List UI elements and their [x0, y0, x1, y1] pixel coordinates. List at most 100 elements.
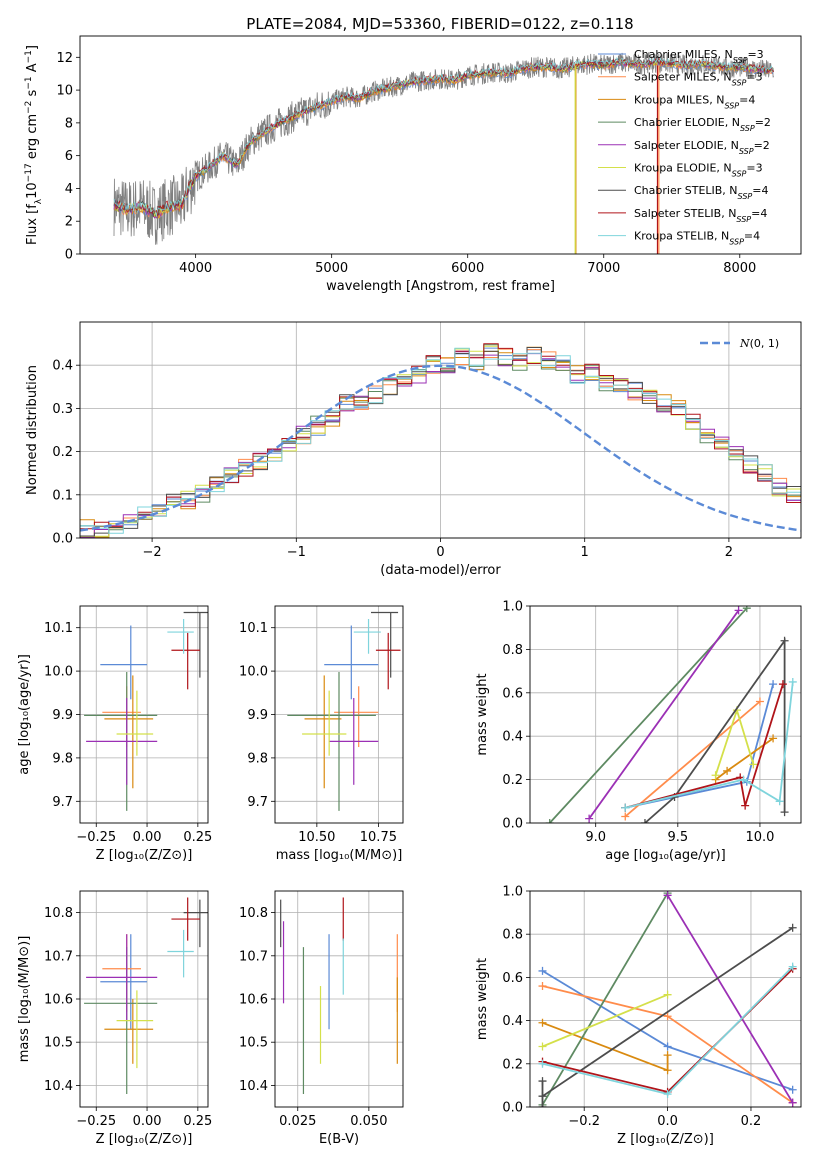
y-axis-label: mass weight [475, 673, 490, 755]
y-tick-label: 0.2 [502, 773, 523, 788]
weight-marker-chabrier-miles [663, 1042, 672, 1051]
plot-area [84, 897, 208, 1095]
x-tick-label: 10.50 [298, 830, 335, 845]
weight-marker-kroupa-elodie [711, 771, 720, 780]
legend-label-salpeter-elodie: Salpeter ELODIE, NSSP=2 [634, 139, 770, 156]
weight-marker-salpeter-stelib [741, 801, 750, 810]
plot-area [113, 52, 774, 254]
x-tick-label: 0.050 [350, 1114, 387, 1129]
y-tick-label: 10.5 [239, 1036, 268, 1051]
y-tick-label: 9.8 [247, 751, 268, 766]
y-tick-label: 9.8 [52, 751, 73, 766]
legend-label-normal: N(0, 1) [739, 337, 779, 350]
legend-label-salpeter-miles: Salpeter MILES, NSSP=3 [634, 71, 763, 88]
x-tick-label: −1 [287, 545, 306, 560]
y-tick-label: 0.4 [502, 1014, 523, 1029]
y-tick-label: 10.4 [44, 1079, 73, 1094]
y-tick-label: 0.8 [502, 643, 523, 658]
panel-mass-vs-ebv: 0.025 0.050 10.4 10.5 10.6 10.7 10.8 E(B-V) [239, 890, 404, 1147]
weight-marker-kroupa-stelib [775, 797, 784, 806]
y-tick-label: 8 [65, 116, 73, 131]
weight-marker-kroupa-miles [663, 1051, 672, 1060]
x-tick-label: −0.25 [76, 1114, 116, 1129]
weight-marker-chabrier-stelib [780, 636, 789, 645]
y-tick-label: 0.2 [52, 445, 73, 460]
x-axis-label: Z [log₁₀(Z/Z⊙)] [96, 848, 193, 863]
weight-marker-chabrier-miles [769, 680, 778, 689]
axes-frame [529, 890, 802, 1108]
panel-residuals: −2 −1 0 1 2 0.0 0.1 0.2 0.3 0.4 (data-model)/error… [25, 321, 802, 578]
weight-marker-kroupa-stelib [788, 677, 797, 686]
x-tick-label: 10.0 [745, 830, 774, 845]
weight-marker-kroupa-elodie [538, 1042, 547, 1051]
weight-marker-kroupa-miles [723, 766, 732, 775]
weight-marker-chabrier-stelib [538, 1077, 547, 1086]
panel-mass-vs-Z: −0.25 0.00 0.25 10.4 10.5 10.6 10.7 10.8 Z [log₁… [17, 890, 212, 1147]
figure-title: PLATE=2084, MJD=53360, FIBERID=0122, z=0… [246, 15, 633, 33]
weight-marker-chabrier-stelib [538, 1092, 547, 1101]
legend-label-kroupa-stelib: Kroupa STELIB, NSSP=4 [634, 230, 760, 247]
x-tick-label: 0.00 [133, 830, 162, 845]
weight-line-salpeter-stelib [625, 683, 784, 809]
y-tick-label: 9.7 [247, 795, 268, 810]
x-tick-label: 2 [725, 545, 733, 560]
weight-marker-chabrier-stelib [780, 808, 789, 817]
x-tick-label: 8000 [723, 261, 756, 276]
weight-marker-kroupa-stelib [739, 775, 748, 784]
x-tick-label: −0.25 [76, 830, 116, 845]
y-tick-label: 0.0 [52, 532, 73, 547]
y-axis-label: mass [log₁₀(M/M⊙)] [17, 936, 32, 1063]
y-tick-label: 9.9 [247, 708, 268, 723]
y-tick-label: 9.7 [52, 795, 73, 810]
axes-frame [79, 890, 209, 1108]
x-axis-label: Z [log₁₀(Z/Z⊙)] [617, 1132, 714, 1147]
x-axis-label: E(B-V) [319, 1132, 359, 1147]
x-tick-label: 1 [581, 545, 589, 560]
weight-marker-salpeter-elodie [663, 891, 672, 900]
legend-label-kroupa-miles: Kroupa MILES, NSSP=4 [634, 93, 755, 110]
y-tick-label: 10.6 [239, 993, 268, 1008]
x-tick-label: 5000 [315, 261, 348, 276]
legend-label-chabrier-stelib: Chabrier STELIB, NSSP=4 [634, 184, 768, 201]
y-tick-label: 0.8 [502, 928, 523, 943]
y-tick-label: 0.0 [502, 1101, 523, 1116]
weight-marker-kroupa-stelib [788, 962, 797, 971]
weight-marker-chabrier-elodie [545, 819, 554, 823]
y-tick-label: 1.0 [502, 885, 523, 900]
weight-marker-chabrier-stelib [788, 923, 797, 932]
y-tick-label: 10.6 [44, 993, 73, 1008]
plots: 4000 5000 6000 7000 8000024681012wavelength … [17, 35, 802, 1147]
y-tick-label: 0.4 [52, 359, 73, 374]
weight-line-chabrier-stelib [644, 637, 786, 823]
x-axis-label: (data-model)/error [380, 563, 501, 578]
x-tick-label: 0.25 [183, 1114, 212, 1129]
weight-marker-salpeter-miles [663, 1012, 672, 1021]
legend-label-chabrier-miles: Chabrier MILES, NSSP=3 [634, 48, 764, 65]
spectrum-legend: Chabrier MILES, NSSP=3 Salpeter MILES, NS… [598, 48, 771, 246]
y-tick-label: 0.4 [502, 730, 523, 745]
y-tick-label: 10.1 [44, 621, 73, 636]
y-tick-label: 10.5 [44, 1036, 73, 1051]
panel-spectrum: 4000 5000 6000 7000 8000 0 2 4 6 8 10 12 wavelength … [24, 35, 802, 294]
panel-age-vs-mass: 10.50 10.75 9.7 9.8 9.9 10.0 10.1 mass [log₁₀(M… [239, 605, 404, 863]
weight-marker-chabrier-miles [538, 966, 547, 975]
plot-area [84, 611, 208, 811]
y-tick-label: 10.7 [239, 949, 268, 964]
x-tick-label: 0.0 [657, 1114, 678, 1129]
y-tick-label: 0.6 [502, 971, 523, 986]
y-tick-label: 10.7 [44, 949, 73, 964]
weight-marker-salpeter-elodie [734, 606, 743, 615]
histogram-salpeter-miles [80, 348, 801, 538]
weight-line-chabrier-elodie [541, 892, 669, 1106]
x-tick-label: 10.75 [360, 830, 397, 845]
y-tick-label: 10.0 [44, 665, 73, 680]
y-tick-label: 0.1 [52, 488, 73, 503]
weight-line-kroupa-miles [542, 1021, 669, 1072]
x-tick-label: 0.2 [741, 1114, 762, 1129]
x-axis-label: age [log₁₀(age/yr)] [605, 848, 726, 863]
axes-frame [274, 890, 404, 1108]
weight-line-kroupa-stelib [625, 681, 794, 809]
y-tick-label: 4 [65, 182, 73, 197]
x-tick-label: 9.5 [667, 830, 688, 845]
axes-frame [79, 35, 802, 255]
